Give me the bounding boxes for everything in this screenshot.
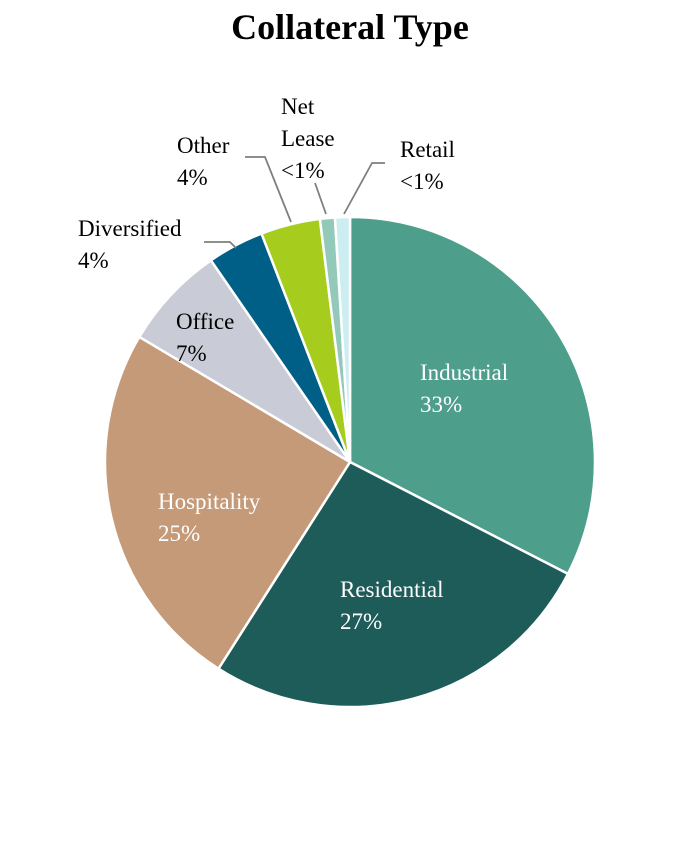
label-office: Office 7% [176,309,234,366]
slice-labels: Industrial 33% Residential 27% Hospitality 25… [78,94,508,634]
label-industrial: Industrial 33% [420,360,508,417]
label-diversified: Diversified 4% [78,216,182,273]
leader-other [245,156,292,223]
slice-office [138,259,352,464]
leader-net-lease [314,182,327,215]
label-hospitality: Hospitality 25% [158,489,261,546]
leader-lines [204,156,385,249]
label-residential: Residential 27% [340,577,443,634]
label-retail: Retail <1% [400,137,455,194]
label-net-lease: Net Lease <1% [281,94,335,183]
slice-hospitality [103,335,352,670]
chart-title: Collateral Type [231,7,469,47]
leader-retail [343,162,385,215]
label-other: Other 4% [177,133,230,190]
pie-slices [103,215,597,709]
slice-residential [217,460,570,709]
leader-diversified [204,241,237,249]
slice-retail [333,215,352,464]
slice-industrial [348,215,597,576]
